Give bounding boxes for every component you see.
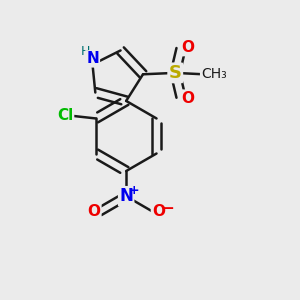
Text: CH₃: CH₃ (201, 67, 227, 81)
Text: Cl: Cl (57, 108, 73, 123)
Text: O: O (152, 204, 165, 219)
Text: O: O (87, 204, 101, 219)
Text: N: N (119, 187, 133, 205)
Text: H: H (81, 45, 90, 58)
Text: −: − (162, 201, 175, 216)
Text: +: + (129, 184, 139, 196)
Text: O: O (182, 91, 194, 106)
Text: S: S (169, 64, 182, 82)
Text: N: N (86, 51, 99, 66)
Text: O: O (182, 40, 194, 55)
